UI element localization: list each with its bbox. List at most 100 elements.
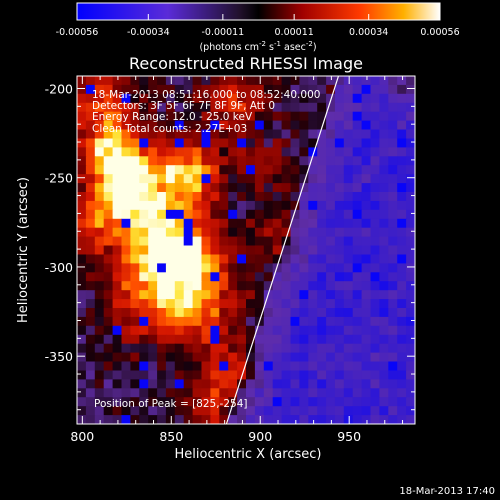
heatmap-cell [139,209,149,220]
heatmap-cell [94,308,105,318]
heatmap-cell [379,254,389,264]
heatmap-cell [379,406,389,416]
heatmap-cell [112,120,123,131]
heatmap-cell [299,299,309,309]
heatmap-cell [343,370,354,380]
heatmap-cell [94,192,105,202]
heatmap-cell [406,147,415,157]
heatmap-cell [334,325,345,336]
heatmap-cell [406,308,415,318]
heatmap-cell [237,147,247,157]
heatmap-cell [85,236,96,247]
heatmap-cell [94,93,105,104]
heatmap-cell [308,192,318,202]
heatmap-cell [77,227,87,238]
heatmap-cell [139,156,149,166]
heatmap-cell [281,102,292,113]
heatmap-cell [388,192,398,202]
heatmap-cell [237,183,247,193]
heatmap-cell [299,325,309,336]
heatmap-cell [317,343,327,354]
heatmap-cell [343,406,354,416]
heatmap-cell [254,129,265,139]
heatmap-cell [370,165,380,175]
heatmap-cell [343,308,354,318]
heatmap-cell [165,325,176,336]
heatmap-cell [370,218,380,229]
heatmap-cell [281,111,292,122]
heatmap-cell [308,93,318,104]
heatmap-cell [343,245,354,255]
heatmap-cell [281,245,292,255]
heatmap-cell [192,156,203,166]
heatmap-cell [290,343,300,354]
heatmap-cell [246,174,256,184]
heatmap-cell [290,84,300,95]
heatmap-cell [254,361,265,371]
heatmap-cell [246,254,256,264]
heatmap-cell [228,236,238,247]
heatmap-cell [272,93,283,104]
heatmap-cell [343,281,354,291]
heatmap-cell [201,415,211,424]
heatmap-cell [415,183,425,193]
heatmap-cell [370,379,380,389]
heatmap-cell [361,209,372,220]
heatmap-cell [361,102,372,113]
heatmap-cell [406,218,415,229]
heatmap-cell [130,84,140,95]
heatmap-cell [201,388,211,398]
heatmap-cell [343,388,354,398]
heatmap-cell [148,76,158,86]
heatmap-cell [290,415,300,424]
heatmap-cell [165,111,176,122]
heatmap-cell [210,343,220,354]
heatmap-cell [254,415,265,424]
heatmap-cell [237,102,247,113]
heatmap-cell [237,200,247,211]
heatmap-cell [183,415,194,424]
heatmap-cell [192,209,203,220]
heatmap-cell [308,183,318,193]
heatmap-cell [281,272,292,282]
heatmap-cell [165,334,176,345]
heatmap-cell [370,120,380,131]
heatmap-cell [103,299,114,309]
heatmap-cell [192,415,203,424]
heatmap-cell [272,192,283,202]
heatmap-cell [406,379,415,389]
heatmap-cell [263,272,274,282]
heatmap-cell [415,299,425,309]
heatmap-cell [379,236,389,247]
heatmap-cell [281,236,292,247]
heatmap-cell [388,245,398,255]
heatmap-cell [219,156,229,166]
heatmap-cell [165,361,176,371]
heatmap-cell [183,93,194,104]
annotation-detectors: Detectors: 3F 5F 6F 7F 8F 9F, Att 0 [92,100,275,112]
heatmap-cell [272,245,283,255]
heatmap-cell [290,361,300,371]
heatmap-cell [210,263,220,273]
heatmap-cell [352,352,363,363]
heatmap-cell [406,102,415,113]
heatmap-cell [157,236,167,247]
heatmap-cell [352,290,363,300]
heatmap-cell [299,361,309,371]
heatmap-cell [334,183,345,193]
heatmap-cell [361,290,372,300]
heatmap-cell [201,343,211,354]
heatmap-cell [130,316,140,327]
heatmap-cell [246,397,256,407]
heatmap-cell [263,138,274,148]
heatmap-cell [299,218,309,229]
heatmap-cell [290,156,300,166]
heatmap-cell [326,192,336,202]
heatmap-cell [165,192,176,202]
heatmap-cell [254,254,265,264]
heatmap-cell [397,183,407,193]
heatmap-cell [317,138,327,148]
heatmap-cell [130,263,140,273]
heatmap-cell [148,174,158,184]
heatmap-cell [334,102,345,113]
